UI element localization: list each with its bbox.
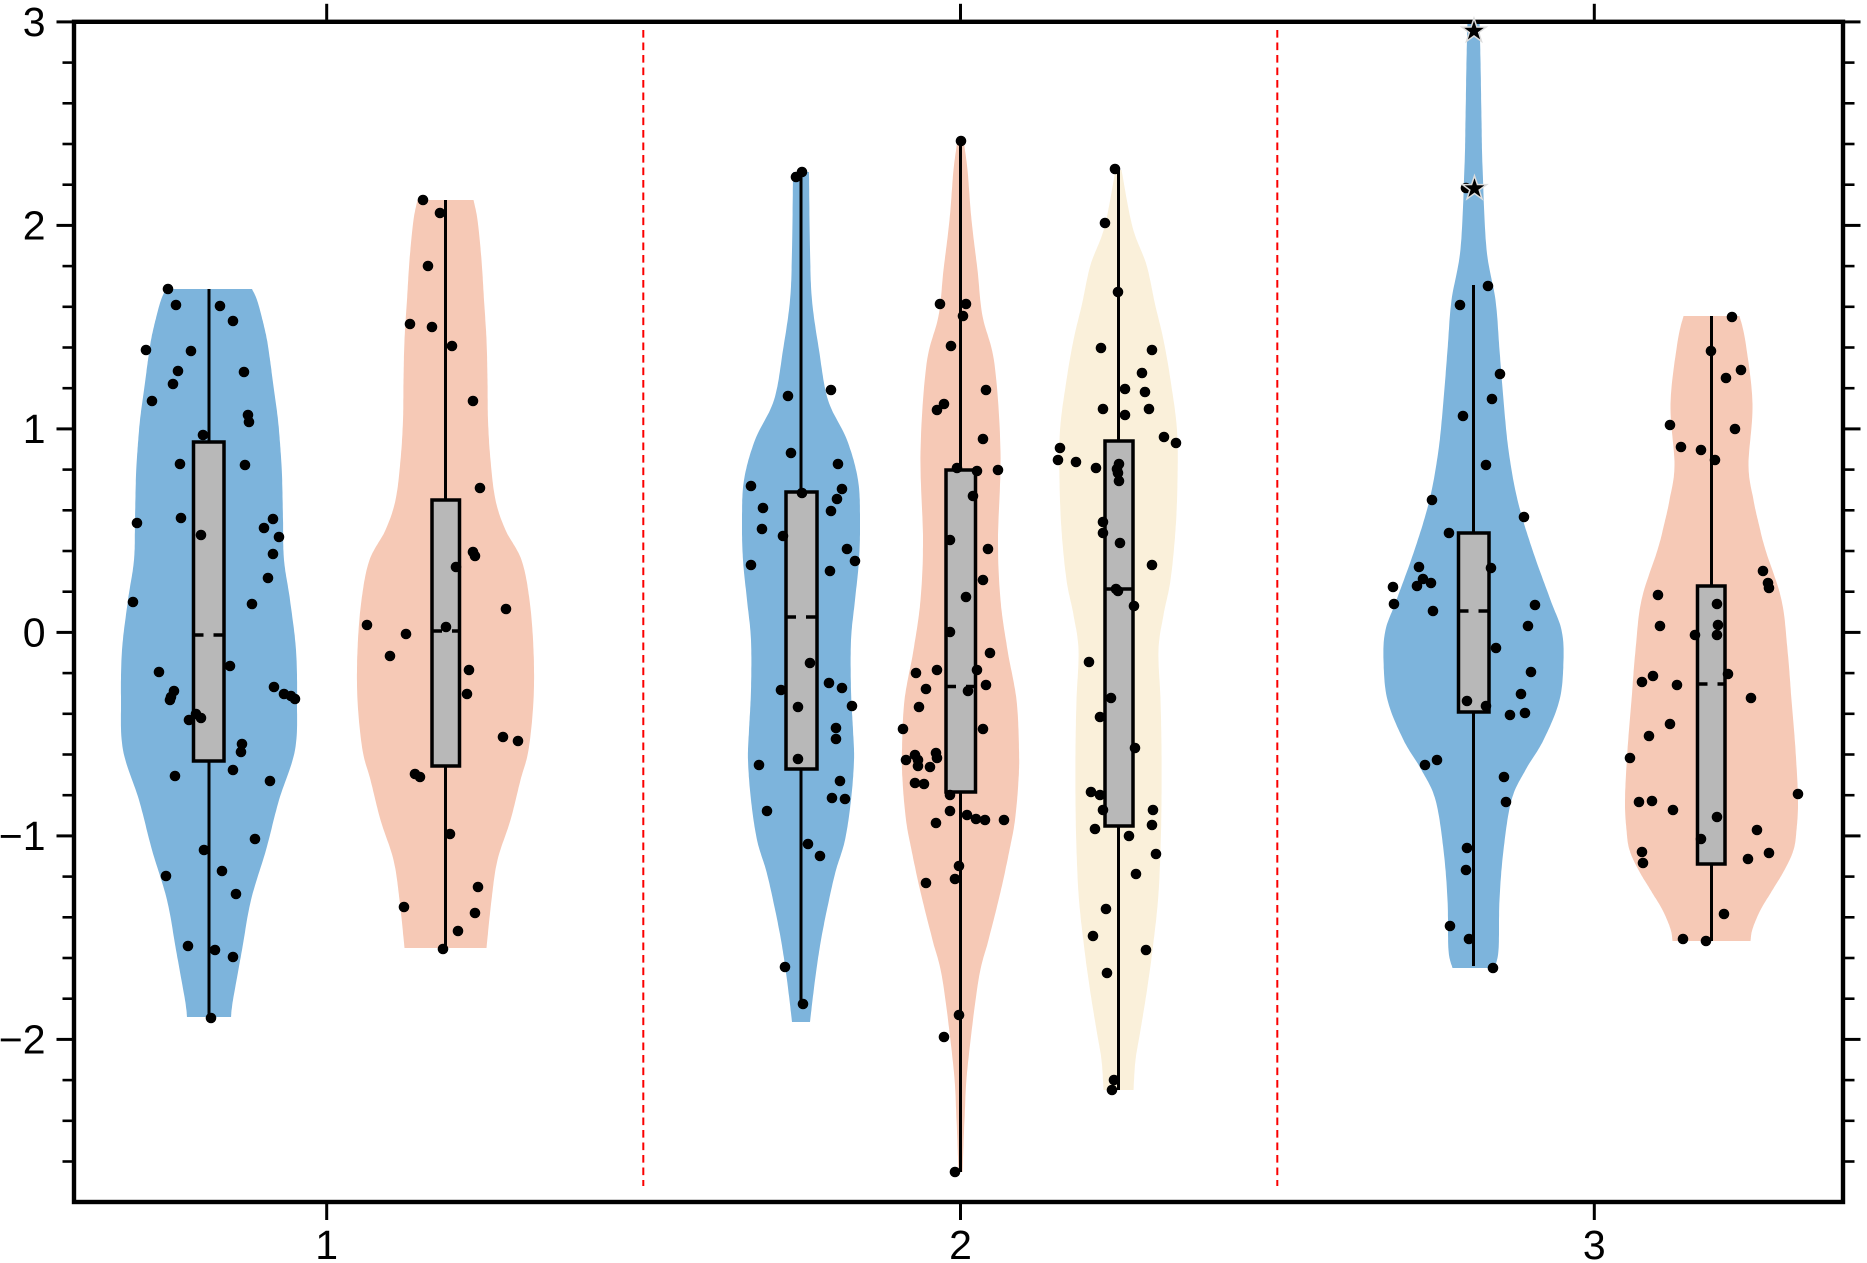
svg-text:1: 1 [315,1222,338,1263]
svg-text:2: 2 [949,1222,972,1263]
svg-text:1: 1 [23,406,46,452]
svg-text:2: 2 [23,202,46,248]
svg-text:0: 0 [23,609,46,655]
svg-text:3: 3 [1583,1222,1606,1263]
svg-text:−2: −2 [0,1016,46,1062]
svg-text:−1: −1 [0,813,46,859]
svg-text:3: 3 [23,0,46,45]
